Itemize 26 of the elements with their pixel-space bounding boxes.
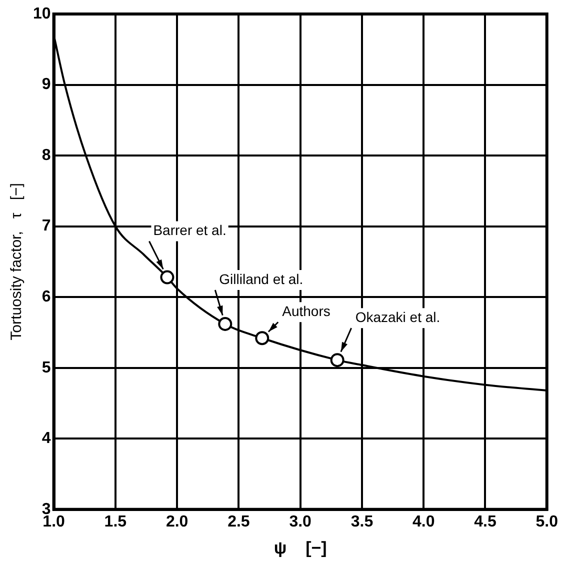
y-axis-title: Tortuosity factor, τ [−] <box>8 183 26 340</box>
y-tick-label: 4 <box>42 430 51 448</box>
x-tick-label: 3.5 <box>350 513 374 530</box>
y-tick-label: 9 <box>42 76 51 94</box>
y-tick-label: 6 <box>42 288 51 306</box>
x-tick-label: 4.0 <box>412 513 435 530</box>
x-tick-label: 4.5 <box>474 513 496 530</box>
point <box>330 353 344 368</box>
x-tick-label: 3.0 <box>289 513 312 530</box>
annotation: Okazaki et al. <box>355 308 440 325</box>
annotation: Gilliland et al. <box>219 270 304 287</box>
x-tick-label: 5.0 <box>536 513 558 530</box>
x-tick-label: 1.5 <box>104 513 127 530</box>
x-tick-label: 2.0 <box>166 513 188 530</box>
annotation: Authors <box>282 302 330 319</box>
y-tick-label: 7 <box>42 218 51 235</box>
y-tick-label: 10 <box>33 5 51 22</box>
x-axis-title: ψ [−] <box>274 538 327 558</box>
point <box>160 270 174 284</box>
y-tick-label: 5 <box>42 359 51 376</box>
x-tick-label: 1.0 <box>42 513 66 530</box>
point <box>218 316 232 331</box>
y-tick-label: 8 <box>42 146 51 164</box>
x-tick-label: 2.5 <box>228 513 250 530</box>
annotation: Barrer et al. <box>153 222 226 238</box>
point <box>255 331 270 346</box>
